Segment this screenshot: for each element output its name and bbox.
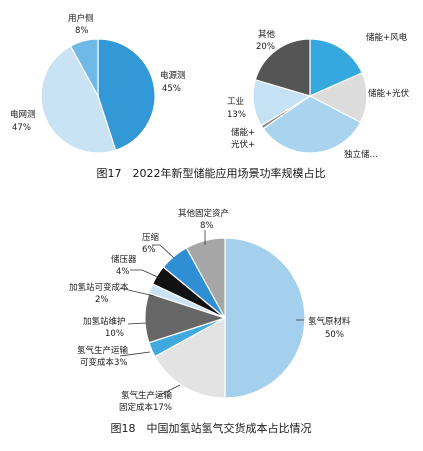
label-industry-pct: 13% — [227, 110, 246, 120]
label-grid-side-pct: 47% — [12, 123, 31, 133]
label-hydrogen-raw-pct: 50% — [325, 330, 344, 340]
leader-p3-fixed — [157, 384, 181, 397]
label-other-fixed-assets-pct: 8% — [200, 221, 214, 231]
label-grid-side: 电网测 — [10, 109, 36, 120]
label-storage-wind: 储能+风电 — [366, 32, 408, 43]
label-storage-pv-plus-2: 光伏+ — [231, 139, 255, 150]
label-hydrogen-raw: 氢气原材料 — [308, 316, 351, 327]
caption-figure-17: 图17 2022年新型储能应用场景功率规模占比 — [97, 166, 326, 180]
label-storage-pv: 储能+光伏 — [368, 88, 410, 99]
pie1-slice-2 — [40, 45, 117, 154]
label-compression: 压缩 — [142, 232, 160, 243]
label-other-fixed-assets: 其他固定资产 — [178, 208, 229, 219]
label-independent-storage: 独立储… — [344, 149, 378, 160]
leader-p3-maint — [127, 322, 147, 325]
caption-figure-18: 图18 中国加氢站氢气交货成本占比情况 — [111, 421, 312, 435]
label-compression-pct: 6% — [142, 245, 156, 255]
pie1-slice-3 — [69, 38, 99, 97]
pie3-slice-1 — [224, 237, 306, 399]
leader-p3-stvar — [119, 287, 155, 297]
label-other-pct: 20% — [256, 42, 275, 52]
label-user-side: 用户侧 — [68, 13, 94, 24]
label-transport-fixed-2: 固定成本17% — [119, 402, 172, 413]
label-user-side-pct: 8% — [75, 26, 89, 36]
label-storage-pv-plus: 储能+ — [231, 127, 255, 138]
label-transport-fixed: 氢气生产运输 — [121, 390, 173, 401]
label-pressure-storage-pct: 4% — [116, 267, 130, 277]
pie2-slice-2 — [308, 72, 368, 124]
label-station-variable-pct: 2% — [95, 295, 109, 305]
pie2-slice-1 — [309, 38, 363, 97]
leader-p3-var — [119, 351, 151, 357]
label-station-maintenance-pct: 10% — [105, 329, 124, 339]
leader-p3-press — [130, 269, 161, 279]
pie3-slice-2 — [154, 316, 226, 399]
pie2-slice-6 — [254, 38, 311, 97]
label-other: 其他 — [258, 29, 276, 40]
pie1-slice-1 — [97, 38, 156, 151]
label-station-maintenance: 加氢站维护 — [83, 316, 126, 327]
label-transport-variable-2: 可变成本3% — [80, 357, 128, 368]
pie-chart-fig17-left — [40, 38, 156, 154]
leader-lines — [119, 230, 304, 397]
label-source-side-pct: 45% — [162, 84, 181, 94]
pie2-slice-3 — [262, 95, 362, 154]
leader-p3-comp — [152, 244, 175, 259]
label-source-side: 电源测 — [160, 70, 186, 81]
label-transport-variable: 氢气生产运输 — [77, 345, 129, 356]
pie-chart-fig18 — [144, 237, 306, 399]
label-station-variable: 加氢站可变成本 — [69, 282, 129, 293]
label-pressure-storage: 储压器 — [111, 254, 137, 265]
label-industry: 工业 — [227, 96, 244, 107]
pie-chart-fig17-right — [252, 38, 368, 154]
